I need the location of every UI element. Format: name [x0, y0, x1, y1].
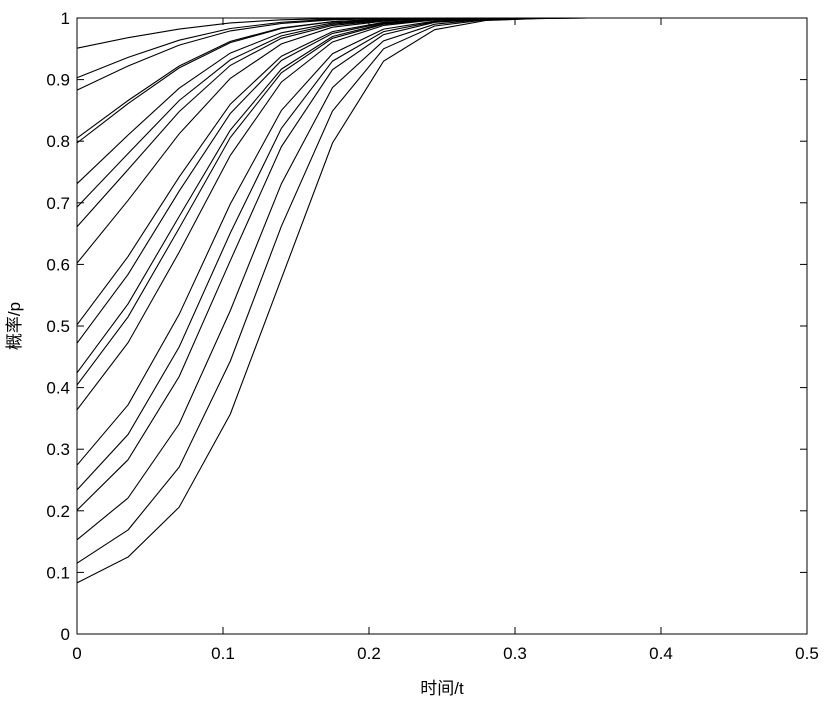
- series-line-10: [76, 17, 588, 326]
- y-tick-label: 0.5: [46, 317, 70, 336]
- x-tick-label: 0.4: [649, 644, 673, 663]
- x-tick-label: 0.1: [211, 644, 235, 663]
- series-line-7: [76, 17, 588, 208]
- series-line-12: [76, 17, 588, 374]
- y-tick-label: 1: [61, 9, 70, 28]
- x-tick-label: 0: [72, 644, 81, 663]
- x-axis: 0 0.1 0.2 0.3 0.4 0.5: [72, 18, 819, 663]
- y-tick-label: 0.1: [46, 563, 70, 582]
- x-tick-label: 0.2: [357, 644, 381, 663]
- curves: [76, 17, 589, 584]
- series-line-20: [76, 17, 589, 584]
- y-axis-label: 概率/p: [5, 302, 24, 350]
- plot-frame: [76, 17, 808, 635]
- y-tick-label: 0.3: [46, 440, 70, 459]
- y-tick-label: 0.7: [46, 194, 70, 213]
- y-tick-label: 0.2: [46, 502, 70, 521]
- y-tick-label: 0.6: [46, 255, 70, 274]
- series-line-11: [76, 17, 588, 344]
- x-axis-label: 时间/t: [420, 679, 464, 698]
- series-line-18: [76, 17, 588, 541]
- x-tick-label: 0.5: [795, 644, 819, 663]
- y-tick-label: 0.8: [46, 132, 70, 151]
- y-tick-label: 0: [61, 625, 70, 644]
- series-line-19: [76, 17, 589, 564]
- x-tick-label: 0.3: [503, 644, 527, 663]
- y-tick-label: 0.9: [46, 71, 70, 90]
- y-tick-label: 0.4: [46, 379, 70, 398]
- y-axis: 0 0.1 0.2 0.3 0.4 0.5 0.6 0.7 0.8 0.9 1: [46, 9, 807, 644]
- series-line-17: [76, 17, 588, 511]
- series-line-13: [76, 17, 588, 386]
- series-line-6: [76, 17, 588, 185]
- series-line-14: [76, 17, 588, 411]
